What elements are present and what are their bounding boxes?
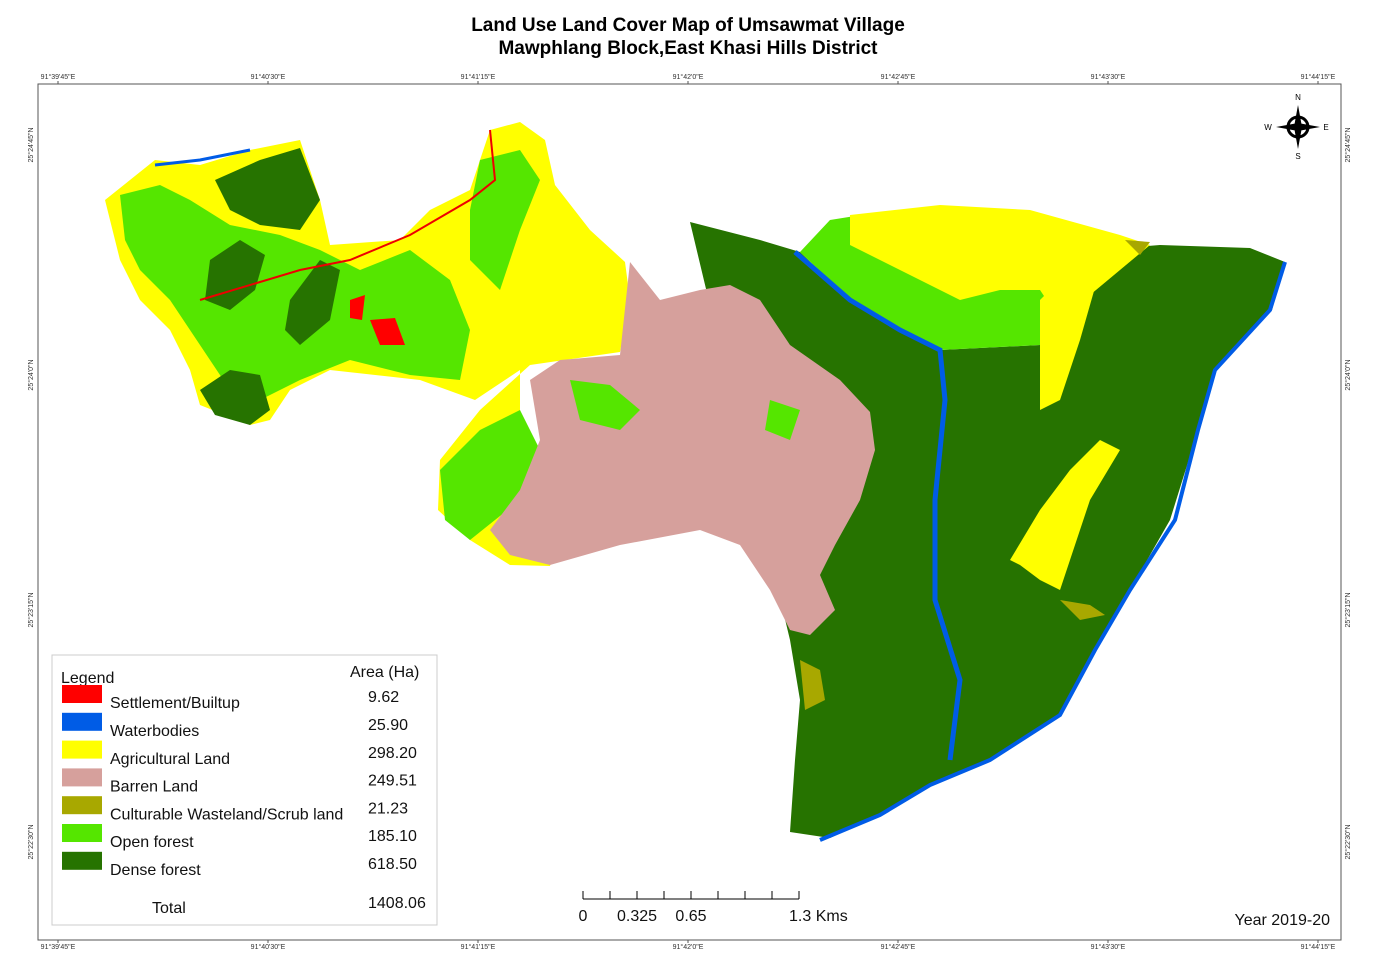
legend-label: Dense forest xyxy=(110,862,201,879)
dense-forest xyxy=(205,240,265,310)
year: Year 2019-20 xyxy=(1235,912,1331,929)
scale-label: 0.65 xyxy=(675,908,706,925)
legend-label: Waterbodies xyxy=(110,723,199,740)
compass-s: S xyxy=(1295,152,1300,161)
lat-tick-label: 25°24'0"N xyxy=(1344,359,1352,390)
legend-label: Culturable Wasteland/Scrub land xyxy=(110,806,343,823)
open-forest xyxy=(570,380,640,430)
dense-forest xyxy=(215,148,320,230)
culturable-wasteland xyxy=(800,660,825,710)
lon-tick-label: 91°44'15"E xyxy=(1301,943,1336,951)
settlement xyxy=(350,295,365,320)
scale-bar: 0 0.325 0.65 1.3 Kms xyxy=(579,891,848,925)
lon-tick-label: 91°42'45"E xyxy=(881,943,916,951)
lat-tick-label: 25°24'45"N xyxy=(27,127,35,162)
river xyxy=(793,250,963,761)
legend-swatch xyxy=(62,851,102,870)
scale-label: 0 xyxy=(579,908,588,925)
lat-tick-label: 25°23'15"N xyxy=(27,592,35,627)
lat-tick-label: 25°23'15"N xyxy=(1344,592,1352,627)
legend-area: 618.50 xyxy=(368,856,417,873)
legend-swatch xyxy=(62,685,102,703)
settlement xyxy=(370,318,405,345)
lat-tick-label: 25°24'0"N xyxy=(27,359,35,390)
lon-tick-label: 91°40'30"E xyxy=(251,73,286,81)
lat-tick-label: 25°22'30"N xyxy=(27,824,35,859)
total-label: Total xyxy=(152,900,186,917)
culturable-wasteland xyxy=(1060,600,1105,620)
lon-tick-label: 91°42'0"E xyxy=(673,943,704,951)
culturable-wasteland xyxy=(1125,240,1150,255)
legend-area: 298.20 xyxy=(368,745,417,762)
legend-area: 249.51 xyxy=(368,773,417,790)
scale-label: 0.325 xyxy=(617,908,657,925)
lon-tick-label: 91°42'45"E xyxy=(881,73,916,81)
compass-n: N xyxy=(1295,93,1301,102)
lon-tick-label: 91°41'15"E xyxy=(461,943,496,951)
legend-label: Agricultural Land xyxy=(110,751,230,768)
legend-label: Barren Land xyxy=(110,779,198,796)
compass-e: E xyxy=(1323,123,1328,132)
legend-area: 9.62 xyxy=(368,689,399,706)
lon-tick-label: 91°39'45"E xyxy=(41,73,76,81)
barren-land xyxy=(490,262,875,635)
legend-swatch xyxy=(62,768,102,787)
compass-w: W xyxy=(1264,123,1272,132)
subtitle: Mawphlang Block,East Khasi Hills Distric… xyxy=(498,38,878,59)
open-forest xyxy=(120,185,470,400)
legend-area: 185.10 xyxy=(368,828,417,845)
legend: Legend Area (Ha) Total 1408.06 Settlemen… xyxy=(51,654,438,926)
land-cover xyxy=(105,122,1287,842)
map-frame xyxy=(37,83,1342,941)
legend-label: Open forest xyxy=(110,834,194,851)
agricultural-land xyxy=(1010,440,1120,590)
lon-tick-label: 91°43'30"E xyxy=(1091,73,1126,81)
graticule: 91°39'45"E 91°39'45"E 91°40'30"E 91°40'30"E… xyxy=(27,73,1352,951)
agricultural-land xyxy=(1040,260,1100,410)
dense-forest xyxy=(200,370,270,425)
lon-tick-label: 91°41'15"E xyxy=(461,73,496,81)
area-header: Area (Ha) xyxy=(350,664,419,681)
legend-swatch xyxy=(62,824,102,842)
lon-tick-label: 91°42'0"E xyxy=(673,73,704,81)
river xyxy=(154,148,251,167)
river xyxy=(819,261,1287,842)
open-forest xyxy=(765,400,800,440)
legend-swatch xyxy=(62,740,102,759)
lon-tick-label: 91°43'30"E xyxy=(1091,943,1126,951)
lon-tick-label: 91°40'30"E xyxy=(251,943,286,951)
lon-tick-label: 91°39'45"E xyxy=(41,943,76,951)
legend-swatch xyxy=(62,712,102,731)
north-arrow: N S E W xyxy=(1264,93,1328,161)
title: Land Use Land Cover Map of Umsawmat Vill… xyxy=(471,15,905,36)
legend-label: Settlement/Builtup xyxy=(110,695,240,712)
dense-forest xyxy=(690,222,1285,838)
legend-swatch xyxy=(62,796,102,815)
lat-tick-label: 25°24'45"N xyxy=(1344,127,1352,162)
legend-area: 25.90 xyxy=(368,717,408,734)
road xyxy=(199,129,497,301)
legend-box xyxy=(51,654,438,926)
scale-label: 1.3 Kms xyxy=(789,908,848,925)
total-value: 1408.06 xyxy=(368,895,426,912)
legend-area: 21.23 xyxy=(368,800,408,817)
lon-tick-label: 91°44'15"E xyxy=(1301,73,1336,81)
legend-title: Legend xyxy=(61,670,114,687)
dense-forest xyxy=(285,260,340,345)
open-forest xyxy=(440,410,540,540)
lat-tick-label: 25°22'30"N xyxy=(1344,824,1352,859)
